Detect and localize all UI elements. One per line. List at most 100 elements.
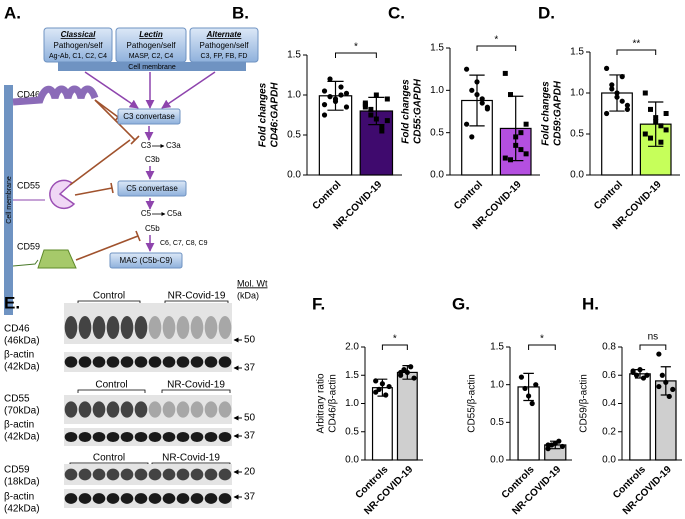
y-axis-label: CD46/β-actin <box>328 374 339 433</box>
blot-strip <box>64 395 232 424</box>
data-point <box>523 121 529 127</box>
data-point <box>609 86 615 92</box>
y-axis-label: CD46:GAPDH <box>270 82 281 148</box>
pathway-name: Classical <box>61 30 96 39</box>
y-axis-label: CD55/β-actin <box>467 374 478 433</box>
band <box>120 401 134 418</box>
anchor <box>12 259 39 267</box>
data-point <box>338 84 344 90</box>
marker-label: 50 <box>244 413 256 424</box>
node: C3b <box>145 155 160 164</box>
node: C6, C7, C8, C9 <box>160 240 208 247</box>
band <box>162 493 176 504</box>
y-tick-label: 0.4 <box>602 398 616 409</box>
data-point <box>518 130 524 136</box>
y-tick-label: 1.5 <box>490 342 504 353</box>
data-point <box>619 74 625 80</box>
y-tick-label: 1.0 <box>287 90 301 101</box>
y-tick-label: 0.0 <box>570 170 584 181</box>
diagram: A. Classical Pathogen/self Ag-Ab, C1, C2… <box>4 3 259 315</box>
significance: * <box>540 334 544 345</box>
y-tick-label: 0.2 <box>602 426 616 437</box>
y-tick-label: 0.0 <box>430 170 444 181</box>
y-tick-label: 1.0 <box>345 398 359 409</box>
arrow <box>84 71 139 109</box>
y-tick-label: 0.0 <box>490 455 504 466</box>
band <box>204 316 218 339</box>
band <box>134 356 148 368</box>
data-point <box>545 442 551 448</box>
band <box>148 431 162 443</box>
data-point <box>518 374 525 380</box>
data-point <box>545 446 551 452</box>
marker-label: 37 <box>244 363 256 374</box>
membrane <box>4 85 13 315</box>
data-point <box>502 155 508 161</box>
band <box>134 493 148 504</box>
band <box>176 468 190 481</box>
panel-label: E. <box>4 293 20 312</box>
band <box>92 431 106 443</box>
band <box>106 493 120 504</box>
significance: * <box>494 35 498 46</box>
node: C5b <box>145 224 160 233</box>
band <box>78 468 92 481</box>
blot-label: β-actin <box>4 420 34 431</box>
group-label: Control <box>95 380 127 391</box>
node: C5a <box>167 209 182 218</box>
band <box>64 493 78 504</box>
regulator-label: CD46 <box>17 89 40 99</box>
band <box>120 493 134 504</box>
significance: ** <box>632 39 640 50</box>
band <box>106 401 120 418</box>
band <box>92 401 106 418</box>
band <box>218 431 232 443</box>
data-point <box>502 70 508 76</box>
data-point <box>513 142 519 148</box>
data-point <box>373 378 379 384</box>
group-label: Control <box>93 291 125 302</box>
data-point <box>368 112 374 118</box>
band <box>162 468 176 481</box>
data-point <box>507 92 513 98</box>
y-axis-label: CD55:GAPDH <box>413 78 424 144</box>
band <box>148 493 162 504</box>
blots: E. Mol. Wt (kDa) Control NR-Covid-19 50 37 C… <box>4 278 268 514</box>
data-point <box>376 386 382 392</box>
node: MAC (C5b-C9) <box>120 256 173 265</box>
band <box>218 356 232 368</box>
data-point <box>463 121 470 127</box>
y-tick-label: 0.0 <box>287 170 301 181</box>
band <box>64 356 78 368</box>
panel-label: H. <box>582 294 599 313</box>
data-point <box>362 102 368 108</box>
band <box>106 356 120 368</box>
data-point <box>644 372 650 378</box>
y-tick-label: 0.0 <box>602 455 616 466</box>
data-point <box>474 79 480 85</box>
data-point <box>332 98 339 104</box>
data-point <box>484 104 491 110</box>
y-tick-label: 0.5 <box>345 426 359 437</box>
data-point <box>663 127 669 133</box>
y-tick-label: 0.5 <box>490 417 504 428</box>
marker-label: 50 <box>244 335 256 346</box>
data-point <box>624 102 631 108</box>
band <box>64 316 78 339</box>
data-point <box>656 351 662 357</box>
group-label: Control <box>93 453 125 464</box>
pathway-trigger: Pathogen/self <box>200 41 250 50</box>
significance-bracket <box>528 344 556 350</box>
data-point <box>633 372 640 378</box>
blot-label: (42kDa) <box>4 504 40 515</box>
data-point <box>653 115 659 121</box>
data-point <box>522 385 528 392</box>
band <box>134 468 148 481</box>
y-tick-label: 1.0 <box>490 379 504 390</box>
band <box>162 316 176 339</box>
y-tick-label: 1.5 <box>287 50 301 61</box>
node-box <box>109 252 183 269</box>
band <box>162 401 176 418</box>
pathway-name: Lectin <box>139 30 163 39</box>
